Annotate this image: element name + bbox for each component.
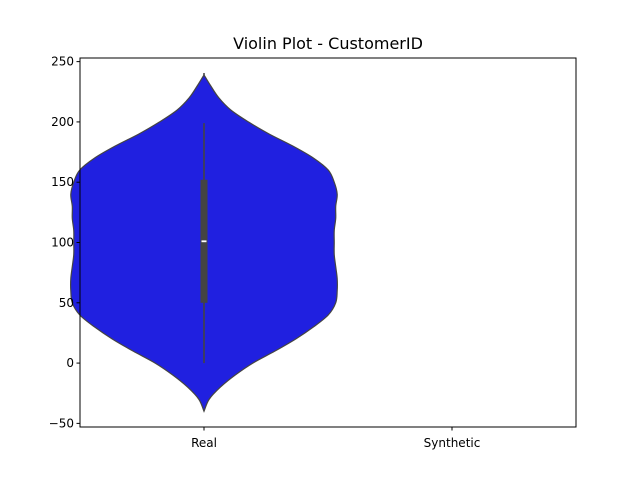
chart-title: Violin Plot - CustomerID xyxy=(233,34,423,53)
y-tick-label: 250 xyxy=(51,55,74,69)
x-tick-label: Real xyxy=(191,436,217,450)
y-tick-label: 150 xyxy=(51,175,74,189)
y-tick-label: 0 xyxy=(66,356,74,370)
y-tick-label: 50 xyxy=(59,296,74,310)
x-tick-label: Synthetic xyxy=(424,436,481,450)
y-tick-label: 200 xyxy=(51,115,74,129)
y-tick-label: 100 xyxy=(51,236,74,250)
plot-area xyxy=(70,72,338,413)
x-axis: Real Synthetic xyxy=(191,427,480,450)
y-axis: −50 0 50 100 150 200 250 xyxy=(49,55,80,430)
y-tick-label: −50 xyxy=(49,416,74,430)
